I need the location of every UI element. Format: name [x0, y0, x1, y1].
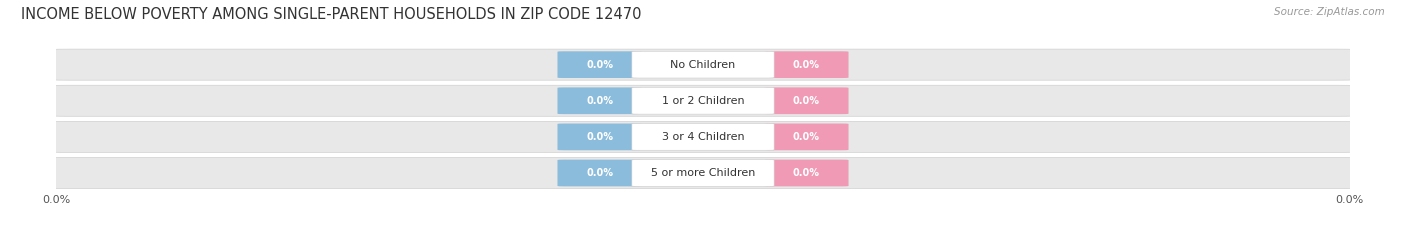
- FancyBboxPatch shape: [765, 123, 849, 150]
- FancyBboxPatch shape: [558, 87, 641, 114]
- Text: 1 or 2 Children: 1 or 2 Children: [662, 96, 744, 106]
- Text: 0.0%: 0.0%: [586, 168, 613, 178]
- Text: 0.0%: 0.0%: [793, 60, 820, 70]
- FancyBboxPatch shape: [44, 49, 1362, 80]
- Text: 0.0%: 0.0%: [586, 132, 613, 142]
- FancyBboxPatch shape: [765, 87, 849, 114]
- Text: 0.0%: 0.0%: [793, 96, 820, 106]
- FancyBboxPatch shape: [44, 121, 1362, 152]
- Text: 0.0%: 0.0%: [793, 132, 820, 142]
- FancyBboxPatch shape: [631, 123, 775, 150]
- Text: No Children: No Children: [671, 60, 735, 70]
- FancyBboxPatch shape: [44, 158, 1362, 188]
- FancyBboxPatch shape: [631, 51, 775, 78]
- Text: Source: ZipAtlas.com: Source: ZipAtlas.com: [1274, 7, 1385, 17]
- FancyBboxPatch shape: [558, 51, 641, 78]
- Text: 0.0%: 0.0%: [793, 168, 820, 178]
- FancyBboxPatch shape: [765, 160, 849, 186]
- FancyBboxPatch shape: [631, 160, 775, 186]
- FancyBboxPatch shape: [558, 160, 641, 186]
- FancyBboxPatch shape: [765, 51, 849, 78]
- Text: 0.0%: 0.0%: [586, 96, 613, 106]
- Text: 3 or 4 Children: 3 or 4 Children: [662, 132, 744, 142]
- FancyBboxPatch shape: [558, 123, 641, 150]
- Text: 5 or more Children: 5 or more Children: [651, 168, 755, 178]
- FancyBboxPatch shape: [631, 87, 775, 114]
- FancyBboxPatch shape: [44, 85, 1362, 116]
- Text: 0.0%: 0.0%: [586, 60, 613, 70]
- Text: INCOME BELOW POVERTY AMONG SINGLE-PARENT HOUSEHOLDS IN ZIP CODE 12470: INCOME BELOW POVERTY AMONG SINGLE-PARENT…: [21, 7, 641, 22]
